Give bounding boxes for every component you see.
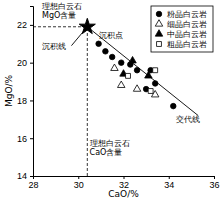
- y-tick: 18: [17, 96, 33, 106]
- y-tick-mark: [30, 176, 33, 177]
- annotation-line: 理想白云石: [90, 139, 130, 148]
- data-point: [109, 54, 115, 60]
- y-tick: 22: [17, 20, 33, 30]
- data-point: [145, 72, 152, 78]
- legend-label: 粉晶白云岩: [167, 10, 207, 19]
- x-tick-label: 34: [164, 180, 174, 190]
- data-point: [133, 85, 140, 91]
- annotation: 理想白云石CaO含量: [90, 139, 130, 157]
- data-point: [134, 67, 140, 73]
- y-tick-mark: [30, 25, 33, 26]
- data-point: [152, 81, 158, 87]
- y-tick-label: 20: [17, 58, 27, 68]
- y-tick-mark: [30, 138, 33, 139]
- y-axis: 14 16 18 20 22: [17, 7, 34, 182]
- x-axis-title: CaO/%: [108, 189, 139, 199]
- chart: 28303234361416182022CaO/%MgO/%沉积点理想白云石Mg…: [0, 0, 222, 199]
- y-tick-mark: [30, 63, 33, 64]
- series: [126, 68, 158, 94]
- x-tick-label: 30: [74, 180, 84, 190]
- legend-box: [151, 6, 213, 52]
- data-point: [96, 41, 102, 47]
- x-tick-label: 28: [28, 180, 38, 190]
- x-tick: 28: [28, 176, 38, 190]
- y-tick-label: 22: [17, 20, 27, 30]
- x-tick-mark: [169, 176, 170, 179]
- y-tick-label: 16: [17, 134, 27, 144]
- legend-symbol: [156, 11, 162, 17]
- series: [111, 64, 159, 97]
- reference-line: [87, 27, 88, 176]
- x-axis-line: [34, 177, 215, 180]
- legend: 粉晶白云岩细晶白云岩中晶白云岩粗晶白云岩: [151, 6, 213, 52]
- legend-label: 粗晶白云岩: [167, 40, 207, 49]
- annotation: 沉积线: [42, 42, 66, 51]
- x-tick: 36: [209, 176, 219, 190]
- x-tick-mark: [78, 176, 79, 179]
- y-axis-line: [30, 7, 34, 177]
- x-tick-mark: [214, 176, 215, 179]
- annotation: 沉积点: [99, 31, 123, 40]
- reference-line: [33, 26, 87, 27]
- annotation-line: CaO含量: [90, 148, 123, 157]
- sediment-point: [79, 18, 95, 33]
- data-point: [148, 89, 153, 94]
- y-tick-mark: [30, 100, 33, 101]
- legend-symbol: [155, 30, 162, 36]
- legend-symbol: [157, 42, 162, 47]
- y-axis-title: MgO/%: [4, 74, 14, 107]
- legend-label: 细晶白云岩: [167, 20, 207, 29]
- annotation-line: 理想白云石: [42, 2, 82, 11]
- y-tick: 20: [17, 58, 33, 68]
- x-tick-label: 36: [209, 180, 219, 190]
- annotation: 交代线: [176, 115, 200, 124]
- y-tick: 14: [17, 171, 33, 181]
- x-tick: 34: [164, 176, 174, 190]
- x-tick-mark: [124, 176, 125, 179]
- legend-symbol: [155, 20, 162, 26]
- x-tick: 30: [74, 176, 84, 190]
- annotation-line: MgO含量: [42, 11, 76, 20]
- data-point: [118, 81, 125, 87]
- y-tick-label: 18: [17, 96, 27, 106]
- annotation: 理想白云石MgO含量: [42, 2, 82, 20]
- series: [120, 56, 152, 78]
- data-point: [118, 60, 124, 66]
- data-point: [171, 103, 177, 109]
- data-point: [111, 64, 118, 70]
- y-tick-label: 14: [17, 171, 27, 181]
- data-point: [153, 68, 158, 73]
- data-point: [103, 49, 109, 55]
- data-point: [129, 56, 136, 62]
- legend-label: 中晶白云岩: [167, 30, 207, 39]
- data-point: [126, 73, 131, 78]
- y-tick: 16: [17, 134, 33, 144]
